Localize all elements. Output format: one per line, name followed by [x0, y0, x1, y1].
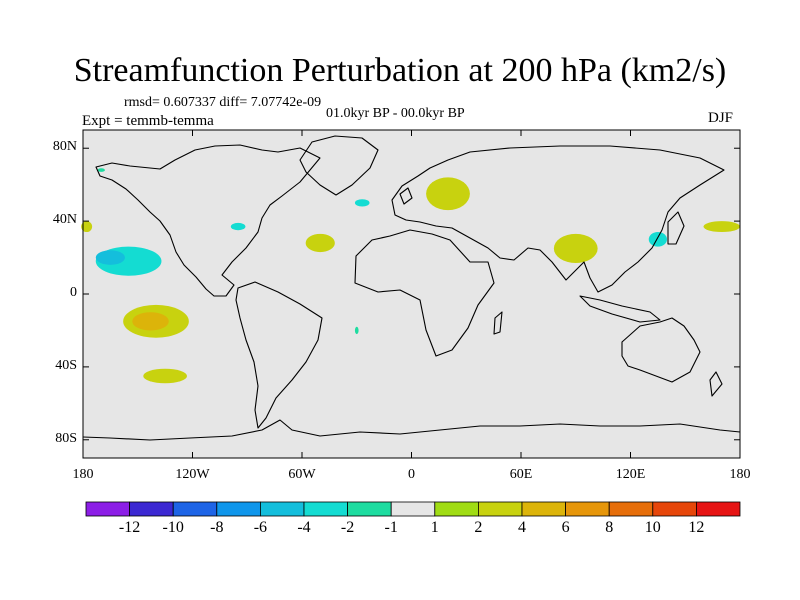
y-tick-label: 0 [70, 285, 77, 300]
colorbar-label: -10 [162, 519, 184, 536]
experiment-label: Expt = temmb-temma [82, 113, 214, 129]
colorbar-swatch-7 [390, 501, 436, 517]
colorbar-swatch-8 [434, 501, 479, 517]
coast-eurasia [391, 145, 725, 293]
colorbar-swatch-11 [565, 501, 610, 517]
x-tick-label: 60W [288, 467, 316, 482]
anomaly-7 [354, 199, 370, 207]
season-label: DJF [708, 110, 734, 126]
colorbar-label: -2 [340, 519, 355, 536]
period-subtitle: 01.0kyr BP - 00.0kyr BP [326, 106, 465, 121]
colorbar-swatch-3 [216, 501, 261, 517]
coast-britain [399, 187, 413, 205]
plot-background [83, 130, 740, 458]
colorbar-label: 2 [474, 519, 483, 536]
y-tick-label: 40N [52, 212, 77, 228]
coast-south-america [235, 281, 323, 429]
x-tick-label: 0 [408, 467, 415, 482]
y-tick-label: 80N [52, 139, 77, 155]
anomaly-layer [81, 168, 740, 384]
anomaly-13 [97, 168, 105, 172]
coastlines [82, 135, 741, 441]
anomaly-3 [132, 312, 169, 331]
colorbar-label: -4 [297, 519, 311, 536]
colorbar-swatch-13 [652, 501, 697, 517]
colorbar-label: 8 [605, 519, 614, 536]
anomaly-9 [553, 233, 598, 264]
colorbar-label: 1 [430, 519, 439, 536]
stats-subtitle: rmsd= 0.607337 diff= 7.07742e-09 [124, 95, 322, 110]
y-tick-label: 40S [55, 357, 77, 373]
colorbar-swatch-10 [521, 501, 566, 517]
anomaly-10 [648, 232, 667, 247]
x-tick-label: 60E [509, 467, 533, 482]
x-tick-label: 120W [175, 467, 210, 482]
colorbar-swatch-6 [347, 501, 392, 517]
coast-greenland [299, 135, 379, 196]
x-tick-label: 180 [729, 467, 751, 482]
colorbar [85, 501, 741, 517]
y-tick-label: 80S [55, 430, 77, 446]
anomaly-1 [95, 250, 125, 265]
coast-indonesia [579, 295, 661, 323]
coast-new-zealand [709, 371, 723, 397]
colorbar-label: -1 [384, 519, 398, 536]
coast-afro-eurasia [354, 229, 495, 357]
coast-australia [621, 317, 701, 383]
anomaly-11 [703, 221, 740, 233]
coast-madagascar [493, 311, 503, 335]
coast-north-america [95, 144, 321, 297]
coast-japan [667, 211, 685, 245]
colorbar-swatch-14 [696, 501, 741, 517]
colorbar-label: -8 [210, 519, 224, 536]
anomaly-14 [354, 326, 359, 335]
x-tick-marks [82, 130, 741, 458]
colorbar-swatch-0 [85, 501, 130, 517]
colorbar-swatch-2 [172, 501, 218, 517]
colorbar-label: 10 [644, 519, 661, 536]
chart-title: Streamfunction Perturbation at 200 hPa (… [73, 52, 727, 89]
anomaly-5 [230, 222, 246, 231]
colorbar-swatch-5 [303, 501, 348, 517]
colorbar-label: -6 [253, 519, 268, 536]
anomaly-4 [143, 368, 188, 384]
anomaly-6 [305, 233, 335, 253]
colorbar-label: 4 [518, 519, 526, 536]
colorbar-label: -12 [118, 519, 141, 536]
colorbar-swatch-12 [608, 501, 654, 517]
colorbar-swatch-1 [129, 501, 174, 517]
anomaly-8 [426, 177, 470, 211]
x-tick-label: 180 [72, 467, 94, 482]
colorbar-label: 6 [561, 519, 570, 536]
anomaly-12 [81, 221, 93, 233]
colorbar-swatch-9 [477, 501, 523, 517]
x-tick-label: 120E [615, 467, 646, 482]
colorbar-label: 12 [688, 519, 705, 536]
coast-antarctica [82, 419, 741, 441]
colorbar-swatch-4 [259, 501, 305, 517]
y-tick-marks [83, 147, 740, 441]
